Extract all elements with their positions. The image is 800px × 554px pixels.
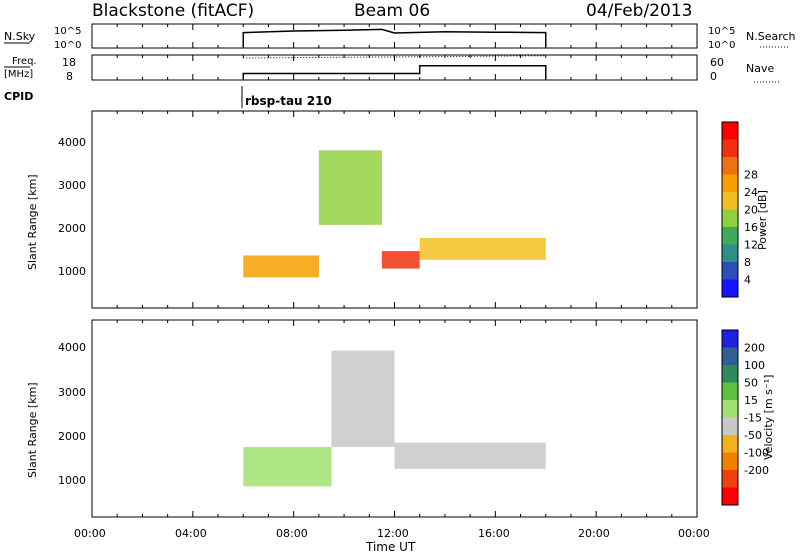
colorbar-swatch (722, 262, 738, 280)
colorbar-swatch (722, 400, 738, 418)
heatmap-cell (381, 251, 420, 269)
colorbar-swatch (722, 122, 738, 140)
colorbar-swatch (722, 139, 738, 157)
nsky-series-line (242, 28, 547, 47)
velocity-ytick-1000: 1000 (58, 474, 86, 487)
colorbar-tick-label: 16 (744, 221, 758, 234)
heatmap-cell (331, 350, 395, 447)
x-axis: 00:00 04:00 08:00 12:00 16:00 20:00 00:0… (74, 527, 710, 540)
nsearch-label: N.Search (746, 30, 796, 43)
colorbar-tick-label: 28 (744, 169, 758, 182)
colorbar-tick-label: 24 (744, 186, 758, 199)
colorbar-tick-label: -50 (744, 429, 762, 442)
x-tick-1: 04:00 (175, 527, 207, 540)
power-panel: Slant Range [km] 1000 2000 3000 4000 (26, 110, 698, 309)
power-ytick-3000: 3000 (58, 179, 86, 192)
colorbar-frame (721, 329, 739, 506)
colorbar-frame (721, 121, 739, 298)
x-tick-2: 08:00 (276, 527, 308, 540)
colorbar-swatch (722, 157, 738, 175)
colorbar-swatch (722, 192, 738, 210)
power-ytick-2000: 2000 (58, 222, 86, 235)
colorbar-tick-label: 4 (744, 274, 751, 287)
heatmap-cell (243, 446, 332, 487)
x-tick-3: 12:00 (377, 527, 409, 540)
x-tick-0: 00:00 (74, 527, 106, 540)
x-axis-label: Time UT (365, 540, 416, 554)
freq-label: Freq. (12, 56, 37, 67)
velocity-ylabel: Slant Range [km] (26, 382, 39, 478)
power-ytick-1000: 1000 (58, 265, 86, 278)
velocity-ytick-3000: 3000 (58, 386, 86, 399)
freq-unit-label: [MHz] (4, 69, 33, 80)
power-heatmap (243, 150, 546, 278)
beam-title: Beam 06 (354, 1, 430, 21)
colorbar-swatch (722, 417, 738, 435)
velocity-panel: Slant Range [km] 1000 2000 3000 4000 (26, 319, 698, 518)
colorbar-swatch (722, 174, 738, 192)
colorbar-swatch (722, 279, 738, 297)
colorbar-swatch (722, 244, 738, 262)
velocity-ytick-4000: 4000 (58, 341, 86, 354)
cpid-program: rbsp-tau 210 (245, 94, 332, 108)
colorbar-swatch (722, 452, 738, 470)
colorbar-tick-label: 15 (744, 394, 758, 407)
colorbar-tick-label: 12 (744, 239, 758, 252)
x-tick-4: 16:00 (478, 527, 510, 540)
cpid-label: CPID (4, 90, 33, 103)
colorbar-tick-label: 100 (744, 359, 765, 372)
colorbar-tick-label: 50 (744, 377, 758, 390)
nsky-label: N.Sky (4, 30, 36, 43)
colorbar-swatch (722, 487, 738, 505)
date-title: 04/Feb/2013 (586, 1, 692, 21)
colorbar-tick-label: -100 (744, 447, 769, 460)
velocity-heatmap (243, 350, 546, 487)
freq-series-line (242, 65, 547, 79)
x-tick-6: 00:00 (678, 527, 710, 540)
velocity-colorbar: 200 100 50 15 -15 -50 -100 -200 (721, 329, 769, 506)
nsky-right-tick-top: 10^5 (708, 26, 735, 37)
colorbar-swatch (722, 470, 738, 488)
colorbar-swatch (722, 347, 738, 365)
power-colorbar-label: Power [dB] (756, 190, 769, 250)
heatmap-cell (243, 255, 319, 278)
colorbar-swatch (722, 382, 738, 400)
colorbar-tick-label: -200 (744, 464, 769, 477)
colorbar-swatch (722, 435, 738, 453)
colorbar-tick-label: -15 (744, 412, 762, 425)
nsky-panel: N.Sky 10^5 10^0 10^5 10^0 N.Search (4, 23, 796, 51)
heatmap-cell (318, 150, 382, 225)
freq-panel: Freq. [MHz] 18 8 60 0 Nave (4, 54, 780, 83)
colorbar-swatch (722, 365, 738, 383)
colorbar-tick-label: 8 (744, 256, 751, 269)
x-tick-5: 20:00 (578, 527, 610, 540)
nave-label: Nave (746, 62, 774, 75)
nsky-right-tick-bottom: 10^0 (708, 40, 735, 51)
heatmap-cell (419, 237, 546, 260)
velocity-ytick-2000: 2000 (58, 430, 86, 443)
power-ylabel: Slant Range [km] (26, 174, 39, 270)
nave-tick-bottom: 0 (710, 70, 717, 83)
colorbar-swatch (722, 227, 738, 245)
colorbar-swatch (722, 330, 738, 348)
power-ytick-4000: 4000 (58, 136, 86, 149)
velocity-colorbar-label: Velocity [m s⁻¹] (762, 375, 775, 460)
colorbar-tick-label: 200 (744, 342, 765, 355)
freq-tick-bottom: 8 (66, 70, 73, 83)
colorbar-tick-label: 20 (744, 204, 758, 217)
station-title: Blackstone (fitACF) (92, 1, 254, 21)
nave-tick-top: 60 (710, 56, 724, 69)
heatmap-cell (394, 442, 546, 469)
power-colorbar: 4 8 12 16 20 24 28 (721, 121, 758, 298)
colorbar-swatch (722, 209, 738, 227)
freq-tick-top: 18 (62, 56, 76, 69)
nsky-tick-bottom: 10^0 (54, 40, 81, 51)
nsky-tick-top: 10^5 (54, 26, 81, 37)
